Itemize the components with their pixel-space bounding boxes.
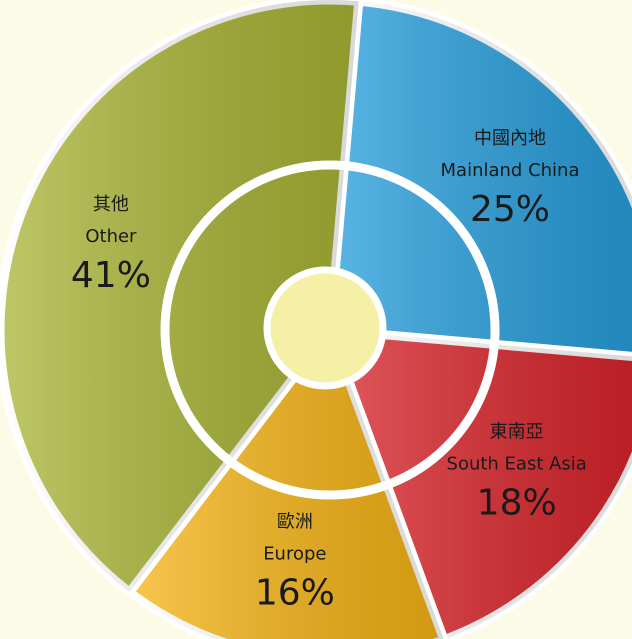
value-label: 41% xyxy=(71,255,151,296)
value-label: 18% xyxy=(477,483,557,524)
label-zh: 中國內地 xyxy=(474,128,546,149)
slice-shade xyxy=(129,330,444,639)
value-label: 16% xyxy=(255,572,335,613)
center-disc xyxy=(263,266,387,390)
label-en: South East Asia xyxy=(447,454,587,475)
label-en: Mainland China xyxy=(441,160,580,181)
slice-shade xyxy=(0,0,359,593)
slice-shade xyxy=(330,330,632,639)
label-zh: 東南亞 xyxy=(490,422,544,443)
label-zh: 歐洲 xyxy=(277,511,313,532)
labels: 中國內地 Mainland China 25% 東南亞 South East Asia 1… xyxy=(71,128,587,613)
label-en: Other xyxy=(85,226,137,247)
inner-ring xyxy=(160,160,500,500)
label-zh: 其他 xyxy=(93,194,129,215)
slice-shade xyxy=(330,1,632,357)
label-en: Europe xyxy=(263,543,326,564)
value-label: 25% xyxy=(470,189,550,230)
